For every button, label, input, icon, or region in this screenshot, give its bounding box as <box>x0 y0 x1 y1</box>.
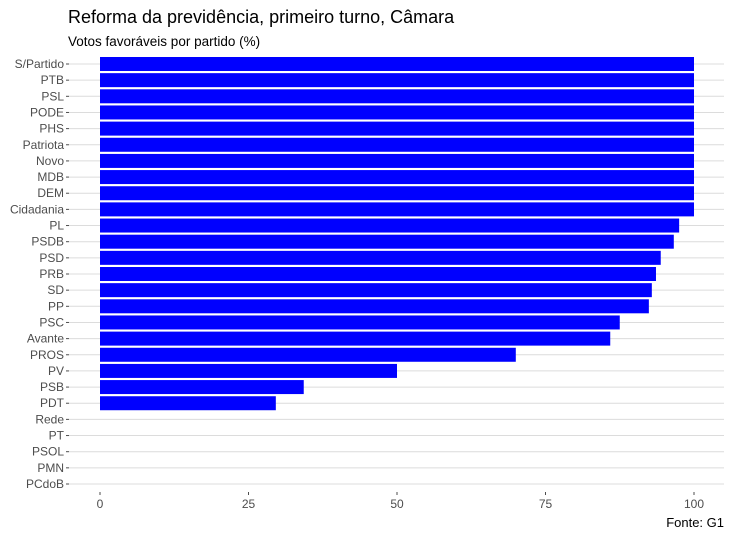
bar-pdt <box>100 396 276 411</box>
bar-psd <box>100 250 661 265</box>
y-tick-label: PSOL <box>32 445 64 459</box>
y-tick-label: PP <box>48 299 64 313</box>
x-tick-label: 0 <box>97 497 104 511</box>
x-tick-label: 50 <box>390 497 404 511</box>
chart-subtitle: Votos favoráveis por partido (%) <box>68 34 261 49</box>
y-tick-label: Avante <box>27 332 64 346</box>
y-tick-label: PT <box>49 429 65 443</box>
y-tick-label: PSL <box>41 89 64 103</box>
bar-pp <box>100 299 649 314</box>
bar-sd <box>100 283 652 298</box>
bar-pode <box>100 105 694 120</box>
chart-title: Reforma da previdência, primeiro turno, … <box>68 7 455 27</box>
y-tick-label: PHS <box>39 122 64 136</box>
y-tick-label: PDT <box>40 396 65 410</box>
bar-psc <box>100 315 620 330</box>
x-tick-label: 25 <box>242 497 256 511</box>
bar-spartido <box>100 57 694 71</box>
y-tick-label: PROS <box>30 348 64 362</box>
y-tick-label: PODE <box>30 105 64 119</box>
bar-pl <box>100 218 680 233</box>
y-tick-label: PMN <box>37 461 64 475</box>
y-tick-label: PSD <box>39 251 64 265</box>
bar-psb <box>100 380 304 395</box>
y-tick-label: PSDB <box>31 235 64 249</box>
bar-prb <box>100 267 656 281</box>
bar-novo <box>100 153 694 168</box>
y-tick-label: PL <box>49 219 64 233</box>
y-tick-label: PSB <box>40 380 64 394</box>
bar-pv <box>100 363 397 378</box>
bar-cidadania <box>100 202 694 217</box>
y-tick-label: SD <box>47 283 64 297</box>
bar-avante <box>100 331 611 346</box>
y-tick-label: Patriota <box>23 138 65 152</box>
y-tick-label: PCdoB <box>26 477 64 491</box>
bar-ptb <box>100 73 694 88</box>
bar-psl <box>100 89 694 104</box>
bar-dem <box>100 186 694 201</box>
bar-phs <box>100 121 694 136</box>
bar-mdb <box>100 170 694 185</box>
x-tick-label: 75 <box>539 497 553 511</box>
bar-psdb <box>100 234 674 249</box>
x-tick-label: 100 <box>684 497 704 511</box>
y-tick-label: PRB <box>39 267 64 281</box>
y-tick-label: PV <box>48 364 64 378</box>
bar-pros <box>100 347 516 362</box>
y-tick-label: S/Partido <box>15 57 65 71</box>
y-tick-label: MDB <box>37 170 64 184</box>
y-tick-label: Rede <box>35 412 64 426</box>
chart-caption: Fonte: G1 <box>666 515 724 530</box>
y-tick-label: PTB <box>41 73 64 87</box>
y-tick-label: PSC <box>39 315 64 329</box>
bar-patriota <box>100 137 694 152</box>
y-tick-label: DEM <box>37 186 64 200</box>
y-tick-label: Novo <box>36 154 64 168</box>
y-tick-label: Cidadania <box>10 202 64 216</box>
